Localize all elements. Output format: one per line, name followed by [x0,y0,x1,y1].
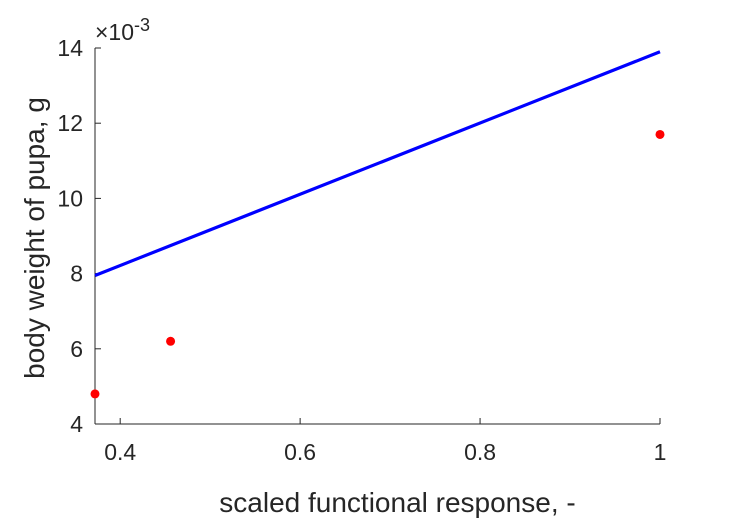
plot-area [90,50,665,399]
y-tick-label: 4 [70,411,83,437]
y-axis-label: body weight of pupa, g [19,97,50,379]
series-line [94,50,661,277]
y-axis-exponent: ×10-3 [95,15,150,45]
x-axis-label: scaled functional response, - [219,487,575,518]
y-tick-label: 12 [57,110,83,136]
x-tick-label: 0.8 [464,439,496,465]
y-axis-exponent-power: -3 [134,15,150,35]
y-tick-label: 8 [70,261,83,287]
x-tick-label: 0.6 [284,439,316,465]
x-tick-label: 1 [654,439,667,465]
data-point [90,389,100,399]
data-point [166,336,176,346]
y-tick-label: 6 [70,336,83,362]
x-tick-label: 0.4 [104,439,136,465]
data-point [655,129,665,139]
y-tick-label: 14 [57,35,83,61]
y-axis-exponent-multiplier: ×10 [95,19,134,45]
y-tick-label: 10 [57,185,83,211]
